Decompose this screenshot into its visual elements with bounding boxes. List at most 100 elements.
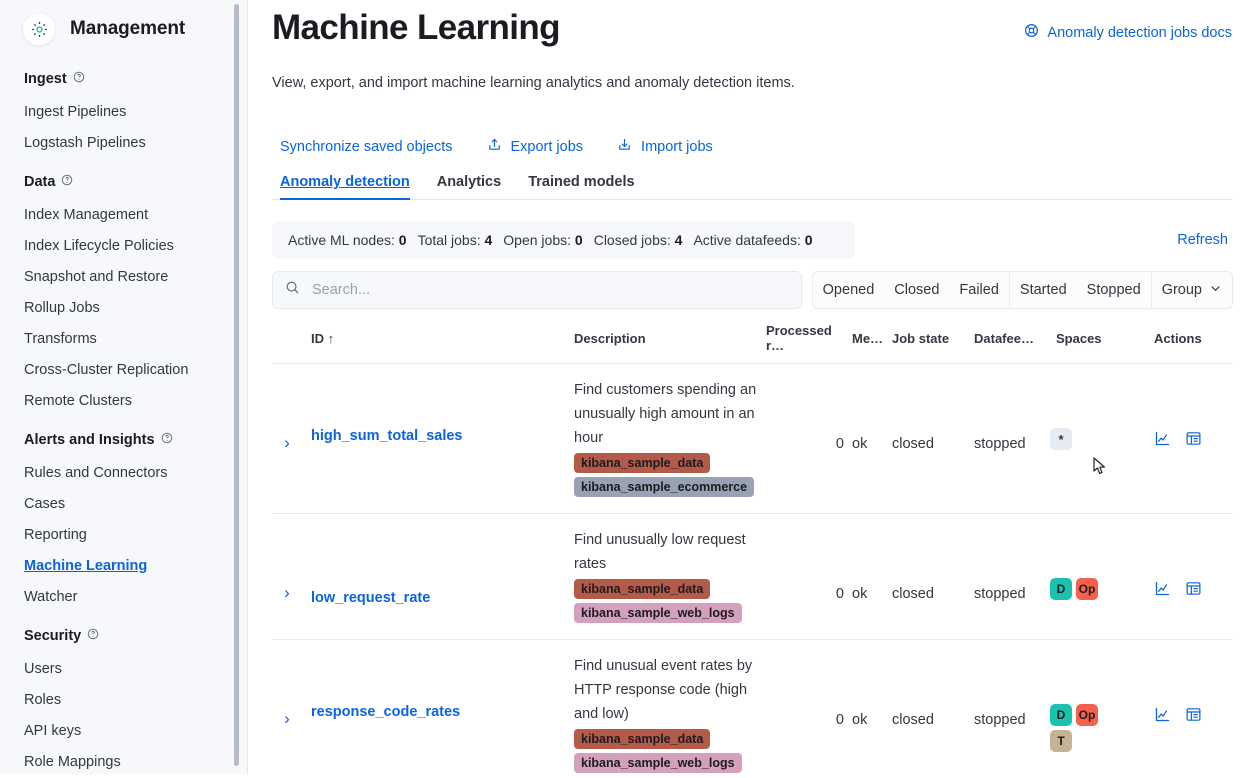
chart-icon[interactable] <box>1154 706 1171 723</box>
stat-label: Closed jobs: <box>593 232 671 248</box>
tab-anomaly-detection[interactable]: Anomaly detection <box>280 174 410 200</box>
table-icon[interactable] <box>1185 580 1202 597</box>
table-icon[interactable] <box>1185 706 1202 723</box>
sidebar-item-snapshot-and-restore[interactable]: Snapshot and Restore <box>24 269 169 285</box>
sidebar-item-logstash-pipelines[interactable]: Logstash Pipelines <box>24 135 146 151</box>
sidebar-item-cases[interactable]: Cases <box>24 496 66 512</box>
expand-row-button[interactable]: › <box>284 709 290 728</box>
sidebar-item-roles[interactable]: Roles <box>24 692 62 708</box>
job-stats-bar: Active ML nodes: 0 Total jobs: 4 Open jobs… <box>272 221 855 259</box>
sidebar-header: Management <box>0 0 247 56</box>
tab-trained-models[interactable]: Trained models <box>528 174 635 190</box>
column-header-spaces: Spaces <box>1056 330 1102 346</box>
space-avatar[interactable]: Op <box>1076 704 1098 726</box>
job-group-tag[interactable]: kibana_sample_web_logs <box>574 753 742 773</box>
page-header: Machine Learning Anomaly detection jobs … <box>272 0 1233 52</box>
stat-active-ml-nodes: Active ML nodes: 0 <box>288 232 407 248</box>
filter-failed-button[interactable]: Failed <box>949 272 1009 308</box>
table-row: › low_request_rate Find unusually low requ… <box>272 513 1233 639</box>
filter-closed-button[interactable]: Closed <box>884 272 949 308</box>
job-id-link[interactable]: high_sum_total_sales <box>311 428 463 444</box>
filter-label: Closed <box>894 282 940 298</box>
space-avatar[interactable]: * <box>1050 428 1072 450</box>
row-actions <box>1142 706 1212 723</box>
import-icon <box>617 137 632 156</box>
sort-ascending-icon: ↑ <box>327 330 335 346</box>
sidebar-nav: Ingest Ingest Pipelines Logstash Pipelines… <box>0 70 247 778</box>
filter-group-button[interactable]: Group <box>1152 272 1232 308</box>
sidebar-item-index-lifecycle-policies[interactable]: Index Lifecycle Policies <box>24 238 174 254</box>
column-header-description[interactable]: Description <box>574 330 646 346</box>
stat-active-datafeeds: Active datafeeds: 0 <box>693 232 812 248</box>
refresh-button[interactable]: Refresh <box>1177 232 1228 248</box>
sidebar-item-ingest-pipelines[interactable]: Ingest Pipelines <box>24 104 127 120</box>
filter-opened-button[interactable]: Opened <box>813 272 885 308</box>
search-box[interactable] <box>272 271 802 309</box>
space-avatar[interactable]: D <box>1050 704 1072 726</box>
sidebar-title: Management <box>70 18 186 39</box>
sidebar-item-machine-learning[interactable]: Machine Learning <box>24 558 148 574</box>
spaces-cell: D Op <box>1050 578 1112 600</box>
job-group-tag[interactable]: kibana_sample_data <box>574 729 711 749</box>
datafeed-state-value: stopped <box>974 436 1026 452</box>
sidebar-item-users[interactable]: Users <box>24 661 62 677</box>
filter-stopped-button[interactable]: Stopped <box>1077 272 1151 308</box>
job-id-link[interactable]: response_code_rates <box>311 704 461 720</box>
help-ring-icon <box>1024 23 1039 42</box>
column-header-job-state[interactable]: Job state <box>892 330 950 346</box>
job-group-tag[interactable]: kibana_sample_ecommerce <box>574 477 755 497</box>
memory-status-value: ok <box>852 436 868 452</box>
job-group-tag[interactable]: kibana_sample_web_logs <box>574 603 742 623</box>
stat-label: Open jobs: <box>503 232 572 248</box>
filter-started-button[interactable]: Started <box>1010 272 1077 308</box>
sidebar-item-transforms[interactable]: Transforms <box>24 331 97 347</box>
filter-button-group: Opened Closed Failed Started Stopped Group <box>811 271 1233 309</box>
stat-value: 0 <box>804 232 813 248</box>
stat-label: Active ML nodes: <box>288 232 395 248</box>
space-avatar[interactable]: D <box>1050 578 1072 600</box>
jobs-table: ID ↑ Description Processed r… Me… Job st… <box>272 317 1233 774</box>
table-body: › high_sum_total_sales Find customers spen… <box>272 363 1233 774</box>
anomaly-detection-jobs-docs-link[interactable]: Anomaly detection jobs docs <box>1024 23 1232 42</box>
sidebar-item-role-mappings[interactable]: Role Mappings <box>24 754 121 770</box>
sidebar-item-watcher[interactable]: Watcher <box>24 589 78 605</box>
sidebar-item-reporting[interactable]: Reporting <box>24 527 87 543</box>
sidebar-item-rollup-jobs[interactable]: Rollup Jobs <box>24 300 100 316</box>
docs-link-label: Anomaly detection jobs docs <box>1047 24 1232 41</box>
space-avatar[interactable]: T <box>1050 730 1072 752</box>
sidebar-item-cross-cluster-replication[interactable]: Cross-Cluster Replication <box>24 362 189 378</box>
job-group-tag[interactable]: kibana_sample_data <box>574 579 711 599</box>
table-icon[interactable] <box>1185 430 1202 447</box>
sidebar-item-rules-and-connectors[interactable]: Rules and Connectors <box>24 465 168 481</box>
help-icon[interactable] <box>73 70 85 88</box>
stat-value: 4 <box>484 232 493 248</box>
sidebar-item-index-management[interactable]: Index Management <box>24 207 149 223</box>
chart-icon[interactable] <box>1154 430 1171 447</box>
job-id-link[interactable]: low_request_rate <box>311 590 431 606</box>
column-header-datafeed[interactable]: Datafee… <box>974 330 1034 346</box>
import-jobs-button[interactable]: Import jobs <box>617 137 713 156</box>
sidebar-group: Ingest Ingest Pipelines Logstash Pipelines <box>0 70 247 159</box>
help-icon[interactable] <box>161 431 173 449</box>
tab-analytics[interactable]: Analytics <box>436 174 502 190</box>
spaces-cell: * <box>1050 428 1112 450</box>
export-jobs-button[interactable]: Export jobs <box>487 137 583 156</box>
expand-row-button[interactable]: › <box>284 583 290 602</box>
synchronize-saved-objects-button[interactable]: Synchronize saved objects <box>280 139 453 155</box>
sidebar-item-api-keys[interactable]: API keys <box>24 723 82 739</box>
expand-row-button[interactable]: › <box>284 433 290 452</box>
chart-icon[interactable] <box>1154 580 1171 597</box>
column-header-id[interactable]: ID ↑ <box>302 331 574 346</box>
space-avatar[interactable]: Op <box>1076 578 1098 600</box>
column-header-memory[interactable]: Me… <box>852 330 884 346</box>
sidebar-group-header: Ingest <box>0 70 247 88</box>
job-group-tag[interactable]: kibana_sample_data <box>574 453 711 473</box>
help-icon[interactable] <box>61 173 73 191</box>
sidebar-scrollbar[interactable] <box>234 4 239 766</box>
search-input[interactable] <box>310 281 789 299</box>
sidebar-group-label: Data <box>24 174 56 190</box>
sidebar-item-remote-clusters[interactable]: Remote Clusters <box>24 393 132 409</box>
column-header-processed-records[interactable]: Processed r… <box>766 323 832 353</box>
help-icon[interactable] <box>87 627 99 645</box>
